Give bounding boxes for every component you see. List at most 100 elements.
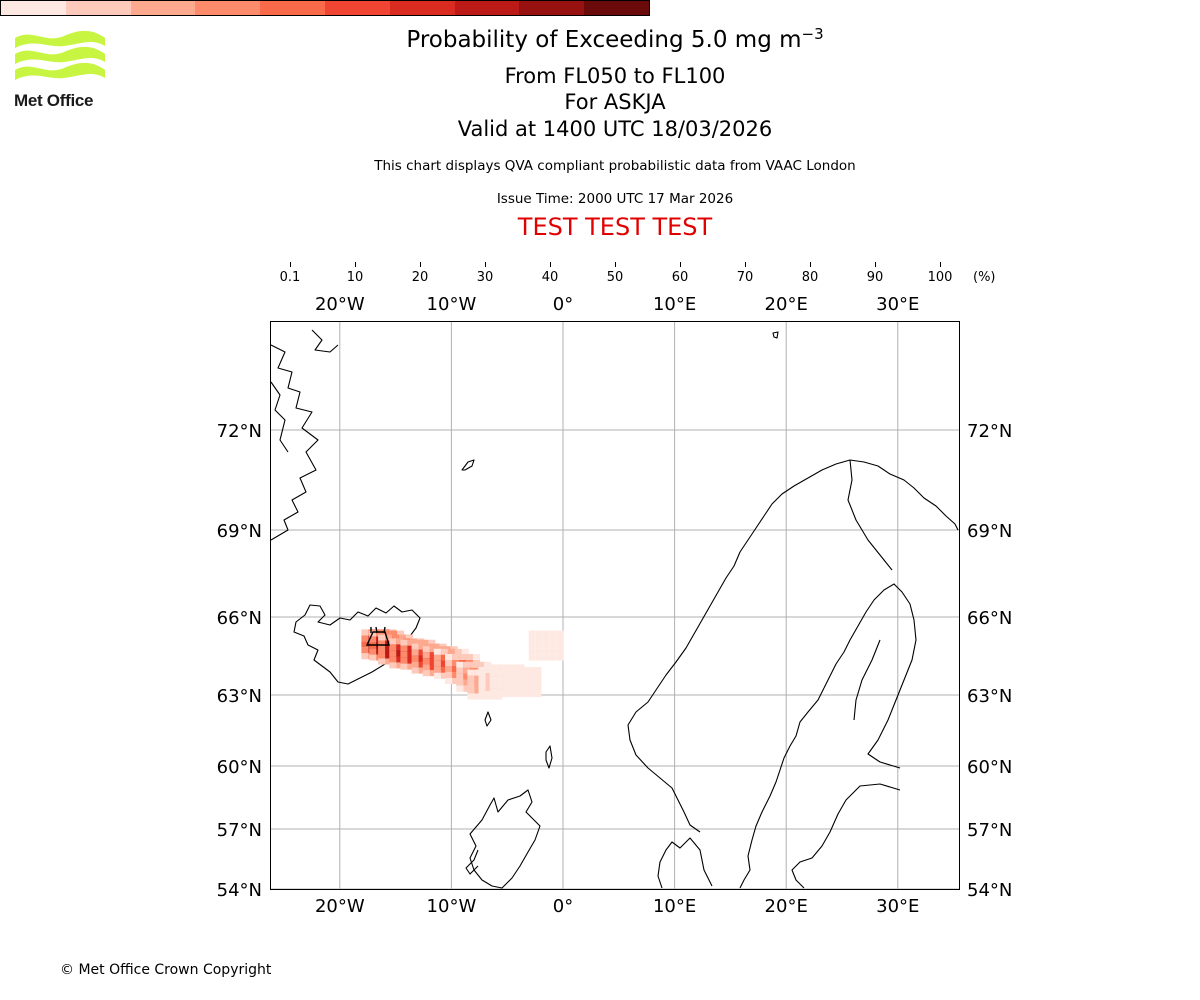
plume-cell [433,654,441,661]
plume-cell [478,667,486,673]
plume-cell [361,635,369,642]
colorbar-segment [65,1,131,15]
plume-cell [477,661,485,668]
plume-cell [456,679,464,686]
volcano-name: For ASKJA [564,90,666,114]
plume-cell [418,661,426,668]
colorbar-tick-label: 90 [866,270,884,285]
plume-cell [429,658,437,665]
plume-cell [400,657,408,664]
plume-cell [461,648,469,655]
plume-cell [542,642,550,649]
coast-greenland-north [311,329,339,353]
plume-cell [378,634,386,641]
coast-norway-interior [847,459,893,571]
lon-label-bottom: 20°W [315,896,365,917]
plume-cell [496,664,504,671]
colorbar-tick-label: 30 [476,270,494,285]
lat-label-left: 72°N [217,421,262,442]
plume-cell [411,667,419,674]
title-exponent: −3 [801,25,824,43]
plume-cell [418,649,426,656]
colorbar-tick [679,262,681,267]
lat-label-left: 57°N [217,820,262,841]
plume-cell [433,648,441,655]
plume-cell [421,639,429,646]
plume-cell [520,679,528,685]
colorbar-tick [484,262,486,267]
plume-cell [496,688,504,695]
plume-cell [556,630,564,637]
plume-cell [463,679,471,686]
plume-cell [506,673,514,679]
plume-cell [369,636,377,643]
plume-cell [389,662,397,669]
plume-cell [389,656,397,663]
colorbar-tick [874,262,876,267]
plume-cell [407,639,415,646]
plume-cell [556,648,564,655]
plume-cell [467,693,475,700]
coast-bear-island [772,331,779,339]
colorbar-tick-label: 50 [606,270,624,285]
plume-cell [456,667,464,674]
lon-label-bottom: 0° [553,896,573,917]
plume-cell [400,639,408,646]
plume-cell [463,667,471,674]
colorbar-tick-label: 20 [411,270,429,285]
plume-cell [542,648,550,655]
gridlines [270,321,960,890]
plume-cell [378,658,386,665]
plume-cell [422,670,430,677]
plume-cell [534,685,542,691]
ash-plume [361,629,564,700]
plume-cell [520,667,528,673]
lon-label-top: 10°W [427,294,477,315]
plume-cell [456,661,464,668]
lon-label-bottom: 20°E [765,896,808,917]
plume-cell [478,679,486,685]
plume-cell [397,630,405,637]
plume-cell [474,681,482,688]
plume-cell [414,639,422,646]
colorbar-segment [389,1,455,15]
plume-cell [463,661,471,668]
plume-cell [385,652,393,659]
plume-cell [527,667,535,673]
plume-cell [406,634,414,641]
plume-cell [520,673,528,679]
colorbar-segment [1,1,66,15]
plume-cell [485,673,493,679]
plume-cell [445,660,453,666]
plume-cell [556,636,564,643]
lat-label-right: 63°N [967,686,1012,707]
coast-denmark [657,837,713,889]
plume-cell [422,658,430,665]
plume-cell [389,644,397,651]
lon-label-bottom: 30°E [876,896,919,917]
plume-cell [400,663,408,670]
plume-cell [534,673,542,679]
plume-cell [422,664,430,671]
plume-cell [445,678,453,684]
plume-cell [396,662,404,669]
plume-cell [556,642,564,649]
copyright-text: © Met Office Crown Copyright [60,962,272,978]
plume-cell [535,648,543,655]
coast-iceland [293,604,421,685]
colorbar-tick-label: 40 [541,270,559,285]
colorbar-tick [289,262,291,267]
plume-cell [549,648,557,655]
colorbar-segment [260,1,325,15]
plume-cell [389,650,397,657]
plume-cell [452,672,460,678]
plume-cell [513,673,521,679]
plume-cell [535,654,543,661]
plume-cell [535,630,543,637]
plume-cell [474,675,482,682]
plume-cell [463,685,471,692]
coast-scotland [469,789,541,889]
plume-cell [506,667,514,673]
plume-cell [528,642,536,649]
plume-cell [452,660,460,666]
